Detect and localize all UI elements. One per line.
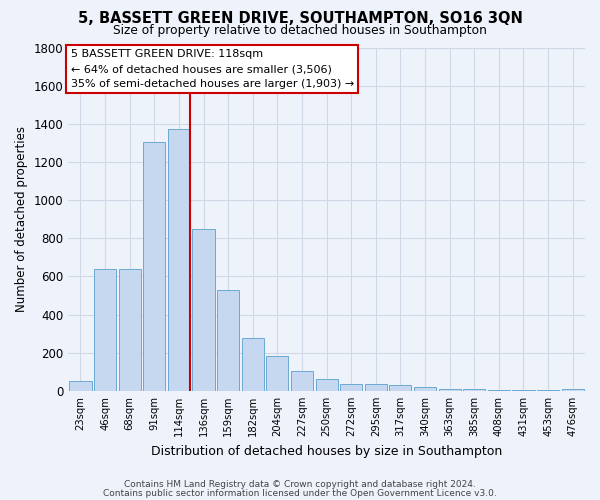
Bar: [143, 142, 166, 391]
Bar: [414, 387, 436, 391]
Bar: [537, 390, 559, 391]
Bar: [217, 290, 239, 391]
Bar: [562, 389, 584, 391]
Text: 5 BASSETT GREEN DRIVE: 118sqm
← 64% of detached houses are smaller (3,506)
35% o: 5 BASSETT GREEN DRIVE: 118sqm ← 64% of d…: [71, 49, 354, 89]
Bar: [168, 128, 190, 391]
Bar: [291, 371, 313, 391]
Bar: [389, 385, 412, 391]
Text: Size of property relative to detached houses in Southampton: Size of property relative to detached ho…: [113, 24, 487, 37]
Bar: [242, 338, 264, 391]
Text: Contains HM Land Registry data © Crown copyright and database right 2024.: Contains HM Land Registry data © Crown c…: [124, 480, 476, 489]
Bar: [193, 229, 215, 391]
Bar: [119, 269, 141, 391]
Bar: [266, 356, 289, 391]
Text: 5, BASSETT GREEN DRIVE, SOUTHAMPTON, SO16 3QN: 5, BASSETT GREEN DRIVE, SOUTHAMPTON, SO1…: [77, 11, 523, 26]
Bar: [94, 269, 116, 391]
Bar: [70, 382, 92, 391]
Bar: [340, 384, 362, 391]
Bar: [439, 389, 461, 391]
Bar: [316, 378, 338, 391]
Y-axis label: Number of detached properties: Number of detached properties: [15, 126, 28, 312]
Bar: [512, 390, 535, 391]
X-axis label: Distribution of detached houses by size in Southampton: Distribution of detached houses by size …: [151, 444, 502, 458]
Bar: [365, 384, 387, 391]
Text: Contains public sector information licensed under the Open Government Licence v3: Contains public sector information licen…: [103, 488, 497, 498]
Bar: [463, 389, 485, 391]
Bar: [488, 390, 510, 391]
